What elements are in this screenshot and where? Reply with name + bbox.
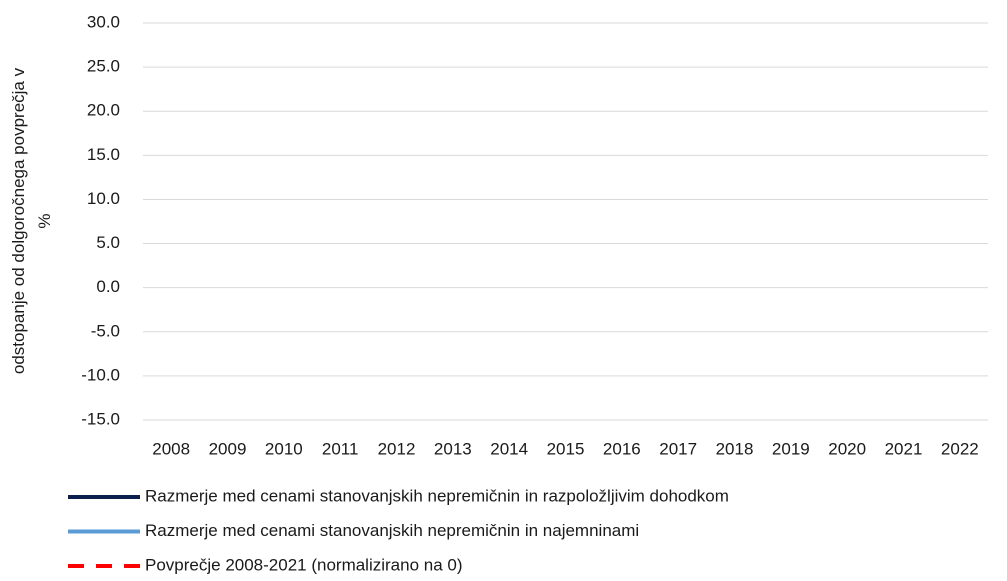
x-tick-label: 2015 xyxy=(547,439,585,458)
x-tick-label: 2009 xyxy=(209,439,247,458)
y-tick-label: 10.0 xyxy=(87,189,120,208)
x-tick-label: 2008 xyxy=(152,439,190,458)
y-tick-label: -10.0 xyxy=(81,365,120,384)
legend-label: Razmerje med cenami stanovanjskih neprem… xyxy=(145,521,639,540)
x-tick-label: 2017 xyxy=(659,439,697,458)
y-tick-label: -5.0 xyxy=(91,321,120,340)
x-tick-label: 2010 xyxy=(265,439,303,458)
x-tick-label: 2020 xyxy=(828,439,866,458)
y-tick-label: 15.0 xyxy=(87,145,120,164)
x-tick-label: 2012 xyxy=(378,439,416,458)
x-tick-label: 2014 xyxy=(490,439,528,458)
legend-label: Razmerje med cenami stanovanjskih neprem… xyxy=(145,486,729,505)
y-tick-label: 20.0 xyxy=(87,101,120,120)
legend-label: Povprečje 2008-2021 (normalizirano na 0) xyxy=(145,555,463,574)
y-tick-label: 0.0 xyxy=(96,277,120,296)
x-tick-label: 2013 xyxy=(434,439,472,458)
x-tick-label: 2019 xyxy=(772,439,810,458)
x-tick-label: 2021 xyxy=(885,439,923,458)
y-tick-label: 30.0 xyxy=(87,12,120,31)
y-tick-label: 5.0 xyxy=(96,233,120,252)
y-axis-label: odstopanje od dolgoročnega povprečja v% xyxy=(9,67,54,374)
y-tick-label: 25.0 xyxy=(87,57,120,76)
x-tick-label: 2011 xyxy=(322,439,359,458)
y-tick-label: -15.0 xyxy=(81,409,120,428)
x-tick-label: 2016 xyxy=(603,439,641,458)
x-tick-label: 2022 xyxy=(941,439,979,458)
x-tick-label: 2018 xyxy=(716,439,754,458)
